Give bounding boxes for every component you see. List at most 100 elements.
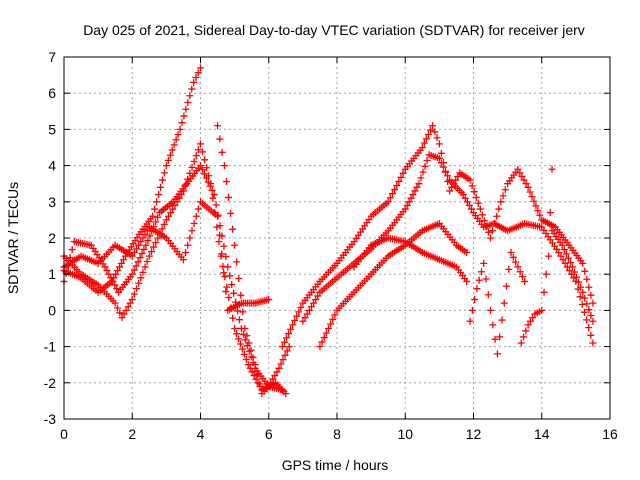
data-point <box>162 162 170 170</box>
data-point <box>478 211 486 219</box>
data-point <box>473 285 481 293</box>
data-point <box>520 176 528 184</box>
data-point <box>476 205 484 213</box>
data-point <box>528 193 536 201</box>
data-point <box>509 253 517 261</box>
data-point <box>465 201 473 209</box>
data-point <box>118 314 126 322</box>
data-point <box>403 201 411 209</box>
data-point <box>487 306 495 314</box>
data-point <box>214 122 222 130</box>
data-point <box>568 263 576 271</box>
data-point <box>454 172 462 180</box>
data-point <box>210 191 218 199</box>
data-point <box>197 162 204 170</box>
data-point <box>118 259 126 267</box>
data-point <box>429 122 437 130</box>
data-point <box>526 317 534 325</box>
data-point <box>190 158 198 166</box>
data-point <box>223 283 231 291</box>
data-point <box>172 136 180 144</box>
data-point <box>399 169 407 177</box>
data-point <box>282 390 290 398</box>
data-point <box>474 199 482 207</box>
data-point <box>140 245 148 253</box>
data-point <box>521 277 529 285</box>
data-point <box>411 187 419 195</box>
data-point <box>182 105 190 113</box>
data-point <box>235 335 243 343</box>
data-point <box>493 350 501 358</box>
data-point <box>184 241 192 249</box>
data-series <box>60 162 286 394</box>
data-point <box>170 141 178 149</box>
data-point <box>133 285 141 293</box>
data-point <box>314 292 322 300</box>
data-point <box>265 382 273 390</box>
data-point <box>293 312 301 320</box>
data-point <box>239 308 247 316</box>
data-point <box>243 332 251 340</box>
data-point <box>516 268 524 276</box>
data-point <box>575 278 583 286</box>
data-point <box>540 288 548 296</box>
data-point <box>395 177 403 185</box>
data-point <box>137 238 145 246</box>
data-point <box>192 152 200 160</box>
data-point <box>220 242 228 250</box>
data-series <box>466 248 529 358</box>
data-point <box>233 330 241 338</box>
data-point <box>559 256 567 264</box>
x-tick-label: 14 <box>534 426 550 442</box>
data-series <box>316 220 471 351</box>
data-point <box>435 154 443 162</box>
data-point <box>526 188 534 196</box>
data-point <box>566 259 574 267</box>
y-tick-label: -1 <box>44 339 57 355</box>
data-point <box>287 325 295 333</box>
data-point <box>194 205 202 213</box>
data-point <box>190 220 198 228</box>
x-axis-label: GPS time / hours <box>282 457 389 473</box>
x-tick-label: 12 <box>466 426 482 442</box>
data-point <box>144 237 152 245</box>
data-point <box>545 252 553 260</box>
data-point <box>283 347 291 355</box>
chart-title: Day 025 of 2021, Sidereal Day-to-day VTE… <box>83 22 585 38</box>
data-point <box>418 144 426 151</box>
data-point <box>164 156 172 164</box>
data-point <box>168 146 176 154</box>
data-point <box>169 205 177 213</box>
data-point <box>233 258 241 266</box>
data-point <box>198 166 206 174</box>
data-point <box>557 252 565 260</box>
data-point <box>216 222 224 230</box>
data-point <box>587 291 595 299</box>
data-point <box>324 325 332 332</box>
data-point <box>393 182 401 190</box>
data-point <box>320 334 328 342</box>
data-point <box>126 299 134 307</box>
data-point <box>194 69 202 77</box>
data-point <box>391 186 399 194</box>
data-point <box>580 308 588 316</box>
data-point <box>497 198 505 206</box>
data-point <box>329 315 337 323</box>
data-point <box>222 253 230 261</box>
y-tick-label: -3 <box>44 411 57 427</box>
data-point <box>386 194 394 202</box>
data-point <box>204 178 212 186</box>
x-tick-label: 16 <box>602 426 618 442</box>
data-point <box>459 191 467 199</box>
data-point <box>135 241 143 249</box>
data-point <box>277 360 285 368</box>
data-point <box>235 275 243 283</box>
data-point <box>130 266 138 274</box>
data-point <box>146 232 154 240</box>
data-point <box>417 174 425 182</box>
data-point <box>489 227 497 235</box>
data-point <box>271 372 279 380</box>
data-point <box>577 283 585 291</box>
